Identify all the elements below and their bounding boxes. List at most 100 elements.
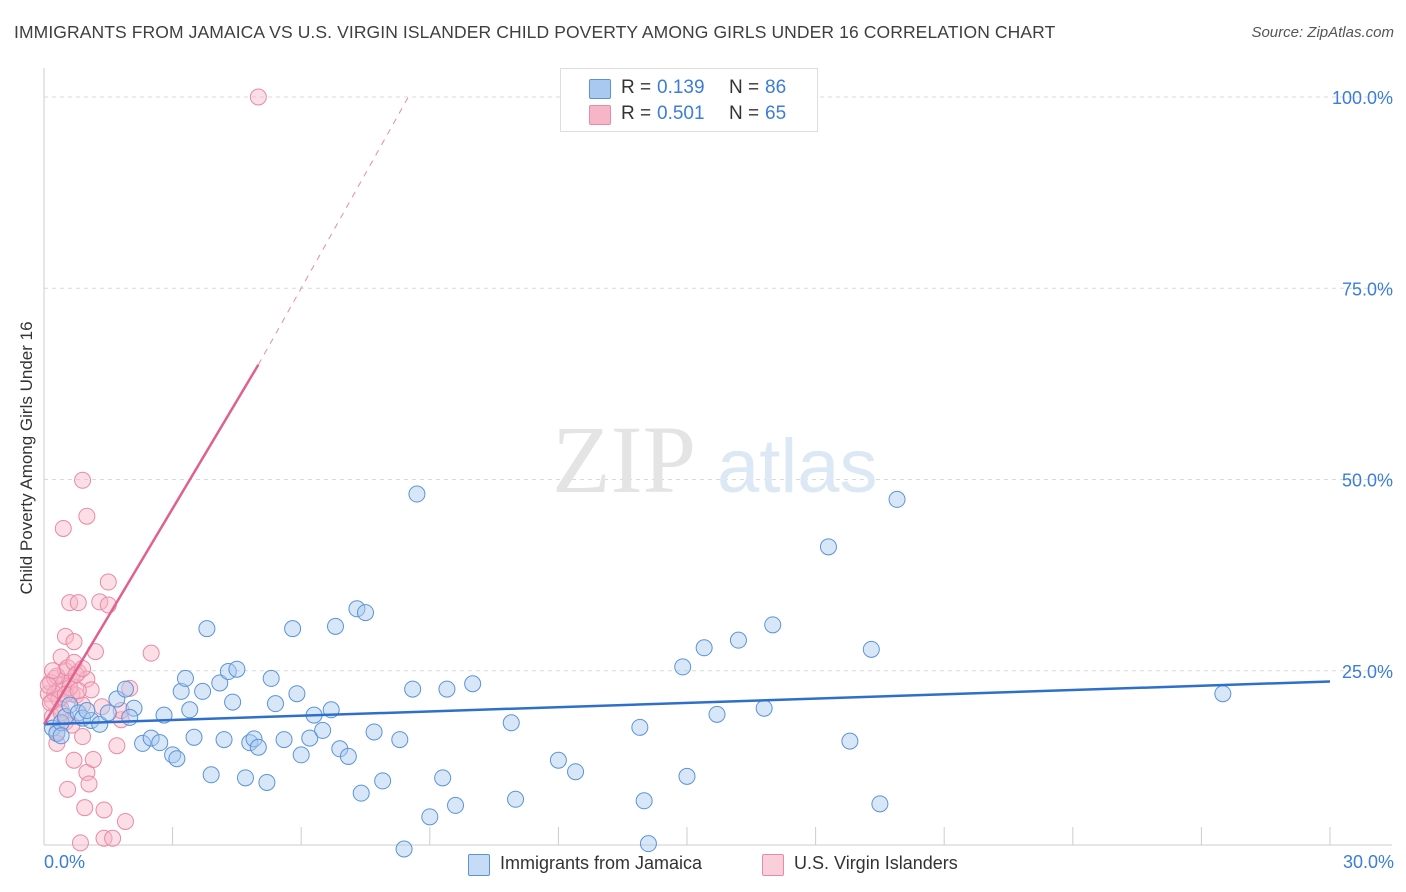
- watermark: ZIP atlas: [552, 406, 878, 513]
- data-point-jamaica: [172, 682, 190, 700]
- data-point-virgin-islanders: [112, 702, 130, 720]
- data-point-jamaica: [1214, 685, 1232, 703]
- data-point-jamaica: [507, 790, 525, 808]
- data-point-jamaica: [198, 620, 216, 638]
- data-point-jamaica: [862, 640, 880, 658]
- data-point-jamaica: [408, 485, 426, 503]
- data-point-jamaica: [168, 750, 186, 768]
- source-label: Source: ZipAtlas.com: [1251, 24, 1394, 41]
- data-point-jamaica: [326, 617, 344, 635]
- data-point-jamaica: [288, 685, 306, 703]
- data-point-jamaica: [185, 728, 203, 746]
- trend-lines: [42, 96, 1331, 726]
- data-point-jamaica: [395, 840, 413, 858]
- data-point-jamaica: [134, 734, 152, 752]
- y-tick-label: 100.0%: [1332, 88, 1393, 108]
- data-point-jamaica: [365, 723, 383, 741]
- data-point-jamaica: [142, 729, 160, 747]
- data-point-jamaica: [871, 795, 889, 813]
- data-point-jamaica: [631, 718, 649, 736]
- data-point-jamaica: [819, 538, 837, 556]
- watermark-zip: ZIP: [552, 406, 696, 513]
- data-point-jamaica: [82, 711, 100, 729]
- data-point-virgin-islanders: [56, 627, 74, 645]
- y-tick-label: 50.0%: [1342, 471, 1393, 491]
- blue-swatch: [589, 79, 611, 99]
- data-point-virgin-islanders: [76, 799, 94, 817]
- data-point-jamaica: [211, 674, 229, 692]
- y-tick-labels: 25.0% 50.0% 75.0% 100.0%: [1332, 88, 1393, 682]
- r-label: R =: [621, 103, 652, 124]
- data-point-jamaica: [91, 715, 109, 733]
- data-point-jamaica: [678, 767, 696, 785]
- data-point-jamaica: [125, 699, 143, 717]
- data-point-jamaica: [464, 675, 482, 693]
- data-point-jamaica: [215, 731, 233, 749]
- y-tick-label: 75.0%: [1342, 279, 1393, 299]
- data-point-jamaica: [841, 732, 859, 750]
- data-point-jamaica: [374, 772, 392, 790]
- data-point-virgin-islanders: [44, 662, 62, 680]
- data-point-jamaica: [181, 701, 199, 719]
- data-point-jamaica: [236, 769, 254, 787]
- data-point-jamaica: [262, 669, 280, 687]
- legend-label: U.S. Virgin Islanders: [794, 853, 958, 873]
- pink-swatch: [589, 105, 611, 125]
- data-point-jamaica: [357, 604, 374, 622]
- data-point-virgin-islanders: [39, 676, 57, 694]
- data-point-jamaica: [708, 705, 726, 723]
- data-point-virgin-islanders: [54, 519, 72, 537]
- data-point-virgin-islanders: [78, 670, 96, 688]
- data-point-jamaica: [755, 699, 773, 717]
- data-point-virgin-islanders: [65, 633, 83, 651]
- data-point-jamaica: [391, 731, 409, 749]
- data-point-jamaica: [258, 773, 276, 791]
- data-point-virgin-islanders: [69, 594, 87, 612]
- data-point-jamaica: [434, 769, 452, 787]
- data-point-jamaica: [202, 766, 220, 784]
- data-point-virgin-islanders: [95, 829, 113, 847]
- data-point-jamaica: [635, 792, 653, 810]
- data-point-jamaica: [228, 660, 246, 678]
- data-point-jamaica: [176, 669, 194, 687]
- data-point-virgin-islanders: [80, 775, 98, 793]
- data-point-virgin-islanders: [52, 648, 70, 666]
- data-point-jamaica: [52, 727, 70, 745]
- series-immigrants-from-jamaica: [44, 485, 1232, 858]
- data-point-jamaica: [224, 693, 242, 711]
- data-point-jamaica: [674, 658, 692, 676]
- data-point-jamaica: [151, 734, 169, 752]
- data-point-jamaica: [421, 808, 439, 826]
- pink-swatch: [762, 854, 784, 876]
- data-point-jamaica: [404, 680, 422, 698]
- data-point-virgin-islanders: [82, 681, 100, 699]
- data-point-virgin-islanders: [108, 737, 126, 755]
- n-value: 65: [765, 103, 787, 124]
- series-us-virgin-islanders: [39, 88, 267, 852]
- data-point-virgin-islanders: [116, 812, 134, 830]
- trend-line-virgin-islanders: [42, 364, 260, 725]
- series-legend: Immigrants from Jamaica U.S. Virgin Isla…: [0, 852, 1406, 878]
- x-min-label: 0.0%: [44, 852, 86, 872]
- trend-line-jamaica: [43, 680, 1331, 726]
- r-label: R =: [621, 77, 652, 98]
- chart-title: IMMIGRANTS FROM JAMAICA VS U.S. VIRGIN I…: [14, 22, 1056, 42]
- correlation-legend: R = 0.139 N = 86 R = 0.501 N = 65: [560, 68, 818, 132]
- data-point-virgin-islanders: [69, 682, 87, 700]
- data-point-jamaica: [729, 631, 747, 649]
- data-point-jamaica: [78, 702, 96, 720]
- data-point-virgin-islanders: [71, 834, 89, 852]
- data-point-jamaica: [194, 682, 212, 700]
- data-point-jamaica: [121, 708, 139, 726]
- data-point-virgin-islanders: [142, 644, 160, 662]
- data-point-virgin-islanders: [84, 750, 102, 768]
- data-point-jamaica: [502, 714, 520, 732]
- data-point-jamaica: [888, 490, 906, 508]
- r-value: 0.139: [657, 77, 705, 98]
- data-point-jamaica: [116, 680, 134, 698]
- data-point-virgin-islanders: [74, 728, 92, 746]
- data-point-virgin-islanders: [78, 507, 96, 525]
- data-point-jamaica: [447, 796, 465, 814]
- watermark-atlas: atlas: [717, 424, 878, 509]
